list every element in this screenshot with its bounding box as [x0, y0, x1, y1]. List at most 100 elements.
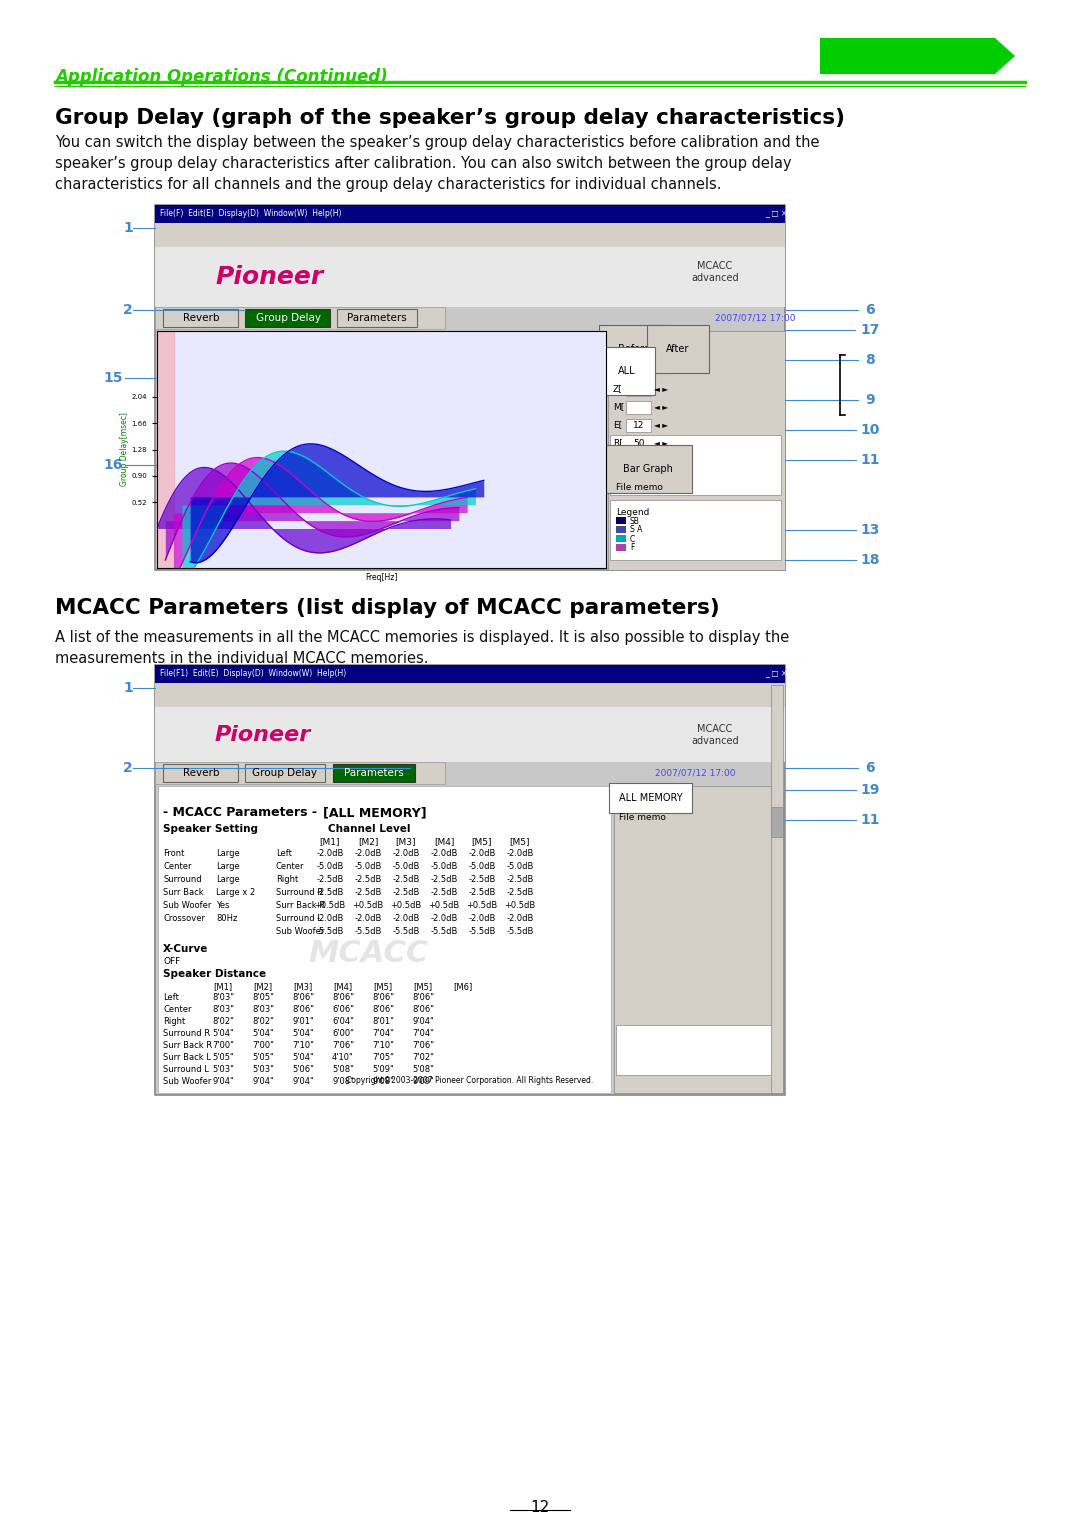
- Text: 7'02": 7'02": [413, 1053, 434, 1062]
- Text: 12: 12: [633, 421, 645, 429]
- Text: 2007/07/12 17:00: 2007/07/12 17:00: [654, 769, 735, 778]
- Text: R[: R[: [613, 438, 623, 447]
- Text: File(F)  Edit(E)  Display(D)  Window(W)  Help(H): File(F) Edit(E) Display(D) Window(W) Hel…: [160, 209, 341, 218]
- Bar: [771, 685, 783, 1093]
- Text: 6: 6: [865, 761, 875, 775]
- Text: 19: 19: [861, 783, 880, 797]
- Bar: [626, 436, 651, 450]
- Text: Application Operations (Continued): Application Operations (Continued): [55, 69, 388, 85]
- Text: Surround R: Surround R: [163, 1029, 211, 1038]
- Text: 15: 15: [104, 371, 123, 385]
- Text: Surround: Surround: [163, 874, 202, 884]
- Text: 8'03": 8'03": [212, 1006, 234, 1013]
- Text: Large x 2: Large x 2: [216, 888, 255, 897]
- Text: 7'06": 7'06": [332, 1041, 354, 1050]
- Text: [M5]: [M5]: [510, 836, 530, 845]
- Text: Center: Center: [163, 1006, 191, 1013]
- Text: ◄ ►: ◄ ►: [654, 438, 669, 447]
- Text: Right: Right: [276, 874, 298, 884]
- Text: -5.0dB: -5.0dB: [316, 862, 343, 871]
- Text: 7'10": 7'10": [373, 1041, 394, 1050]
- Text: After: After: [666, 343, 689, 354]
- Text: S A: S A: [630, 525, 643, 534]
- Text: 6'04": 6'04": [332, 1016, 354, 1025]
- Bar: [616, 536, 626, 542]
- Text: 8'06": 8'06": [292, 993, 314, 1003]
- Text: 2007/07/12 17:00: 2007/07/12 17:00: [715, 313, 796, 322]
- Text: Crossover: Crossover: [163, 914, 205, 923]
- Text: Left: Left: [163, 993, 179, 1003]
- Text: [M6]: [M6]: [454, 983, 473, 990]
- Text: Large: Large: [216, 874, 240, 884]
- Text: -2.0dB: -2.0dB: [392, 848, 420, 858]
- Text: [M1]: [M1]: [214, 983, 232, 990]
- Text: -5.0dB: -5.0dB: [430, 862, 458, 871]
- Text: ALL MEMORY: ALL MEMORY: [619, 794, 683, 803]
- Bar: [156, 307, 445, 330]
- Text: 1: 1: [123, 681, 133, 694]
- Text: ◄ ►: ◄ ►: [654, 421, 669, 429]
- Text: -2.0dB: -2.0dB: [469, 914, 496, 923]
- Text: 9'09": 9'09": [413, 1077, 434, 1087]
- Text: +0.5dB: +0.5dB: [314, 900, 346, 909]
- Text: Legend: Legend: [616, 508, 649, 517]
- Text: -2.0dB: -2.0dB: [354, 848, 381, 858]
- Text: File memo: File memo: [616, 482, 663, 491]
- Text: Parameters: Parameters: [347, 313, 407, 324]
- Text: [ALL MEMORY]: [ALL MEMORY]: [323, 806, 427, 819]
- Text: Front: Front: [163, 848, 185, 858]
- Text: Sub Woofer: Sub Woofer: [163, 1077, 212, 1087]
- Text: 7'00": 7'00": [212, 1041, 234, 1050]
- Text: Continue: Continue: [865, 1460, 964, 1480]
- Text: [M4]: [M4]: [434, 836, 455, 845]
- Text: [M5]: [M5]: [472, 836, 492, 845]
- Text: -2.5dB: -2.5dB: [316, 874, 343, 884]
- Text: 9'04": 9'04": [292, 1077, 314, 1087]
- Text: SB: SB: [630, 516, 639, 525]
- Text: -2.0dB: -2.0dB: [469, 848, 496, 858]
- Text: 6: 6: [865, 304, 875, 317]
- Text: 7'10": 7'10": [292, 1041, 314, 1050]
- Text: Surround L: Surround L: [163, 1065, 208, 1074]
- Bar: [771, 807, 783, 836]
- Text: 8'02": 8'02": [252, 1016, 274, 1025]
- Text: 13: 13: [861, 523, 880, 537]
- Text: Speaker Distance: Speaker Distance: [163, 969, 266, 980]
- Text: 9'08": 9'08": [332, 1077, 354, 1087]
- Text: Center: Center: [163, 862, 191, 871]
- Text: Surr Back R: Surr Back R: [276, 900, 325, 909]
- Bar: [616, 543, 626, 551]
- Text: Large: Large: [216, 848, 240, 858]
- Text: -2.5dB: -2.5dB: [392, 874, 420, 884]
- Bar: [333, 765, 415, 781]
- Bar: [163, 308, 238, 327]
- Bar: [163, 765, 238, 781]
- Text: 8: 8: [865, 353, 875, 366]
- Text: -2.5dB: -2.5dB: [392, 888, 420, 897]
- Bar: [245, 308, 330, 327]
- Text: -5.5dB: -5.5dB: [392, 926, 420, 935]
- Text: 7'04": 7'04": [413, 1029, 434, 1038]
- Text: Left: Left: [276, 848, 292, 858]
- Bar: [156, 223, 785, 247]
- Text: 5'04": 5'04": [292, 1053, 314, 1062]
- Text: 8'06": 8'06": [411, 1006, 434, 1013]
- Bar: [616, 1025, 781, 1074]
- Text: -2.0dB: -2.0dB: [507, 914, 534, 923]
- Text: [M2]: [M2]: [357, 836, 378, 845]
- Text: 6'00": 6'00": [332, 1029, 354, 1038]
- Text: 12: 12: [530, 1500, 550, 1515]
- Text: -5.0dB: -5.0dB: [469, 862, 496, 871]
- Text: -5.5dB: -5.5dB: [430, 926, 458, 935]
- Bar: [337, 308, 417, 327]
- Text: -2.5dB: -2.5dB: [507, 888, 534, 897]
- Text: -5.5dB: -5.5dB: [469, 926, 496, 935]
- Text: +0.5dB: +0.5dB: [352, 900, 383, 909]
- Polygon shape: [820, 38, 1015, 73]
- Text: -5.0dB: -5.0dB: [392, 862, 420, 871]
- Text: You can switch the display between the speaker’s group delay characteristics bef: You can switch the display between the s…: [55, 134, 820, 192]
- Text: Group Delay: Group Delay: [256, 313, 321, 324]
- Text: 11: 11: [861, 813, 880, 827]
- Text: 7'00": 7'00": [252, 1041, 274, 1050]
- Text: 8'01": 8'01": [373, 1016, 394, 1025]
